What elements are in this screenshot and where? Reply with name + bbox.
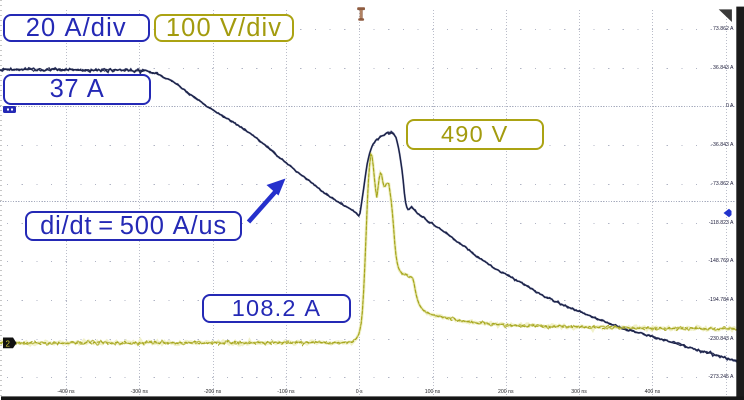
svg-text:2: 2 <box>6 340 11 349</box>
